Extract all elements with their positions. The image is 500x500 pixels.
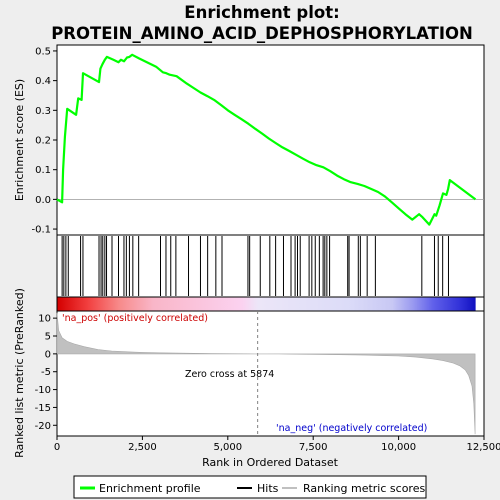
rank-panel: [56, 310, 485, 437]
ranking-metric-series: [56, 311, 476, 436]
legend-hits-label: Hits: [257, 482, 279, 495]
legend-metric-label: Ranking metric scores: [303, 482, 425, 495]
ranked-colorbar: [57, 297, 476, 311]
rank-tick-label: -5: [41, 367, 51, 378]
x-tick-label: 10,000: [381, 442, 416, 453]
zero-cross-label: Zero cross at 5874: [185, 369, 274, 380]
es-tick-label: -0.1: [31, 225, 51, 236]
x-tick-label: 12,500: [467, 442, 500, 453]
es-y-axis-label: Enrichment score (ES): [13, 79, 26, 201]
x-tick-label: 0: [54, 442, 60, 453]
rank-tick-label: 0: [45, 349, 51, 360]
x-tick-label: 5,000: [213, 442, 242, 453]
rank-y-axis-label: Ranked list metric (PreRanked): [13, 288, 26, 458]
es-tick-label: 0.0: [35, 195, 51, 206]
x-axis-label: Rank in Ordered Dataset: [202, 456, 339, 469]
es-tick-label: 0.2: [35, 136, 51, 147]
enrichment-profile-series: [56, 53, 477, 226]
rank-tick-label: 5: [45, 332, 51, 343]
hits-panel: [56, 234, 485, 298]
x-tick-label: 2,500: [128, 442, 157, 453]
es-tick-label: 0.3: [35, 106, 51, 117]
rank-tick-label: 10: [38, 314, 51, 325]
rank-y-ticks: 10 5 0 -5 -10 -15 -20: [35, 314, 57, 432]
pos-correlated-label: 'na_pos' (positively correlated): [62, 313, 208, 324]
es-y-ticks: -0.1 0.0 0.1 0.2 0.3 0.4 0.5: [31, 46, 57, 236]
legend-profile-label: Enrichment profile: [99, 482, 201, 495]
x-tick-label: 7,500: [299, 442, 328, 453]
enrichment-profile-line: [56, 53, 477, 226]
colorbar-fill: [57, 297, 476, 311]
rank-tick-label: -20: [35, 421, 51, 432]
neg-correlated-label: 'na_neg' (negatively correlated): [276, 423, 427, 434]
es-tick-label: 0.1: [35, 165, 51, 176]
rank-tick-label: -10: [35, 385, 51, 396]
es-tick-label: 0.4: [35, 76, 51, 87]
rank-tick-label: -15: [35, 403, 51, 414]
chart-title-line1: Enrichment plot:: [184, 3, 339, 22]
hits-series: [61, 236, 449, 296]
chart-title-line2: PROTEIN_AMINO_ACID_DEPHOSPHORYLATION: [51, 24, 473, 43]
es-tick-label: 0.5: [35, 46, 51, 57]
x-axis-ticks: 0 2,500 5,000 7,500 10,000 12,500: [54, 436, 500, 453]
